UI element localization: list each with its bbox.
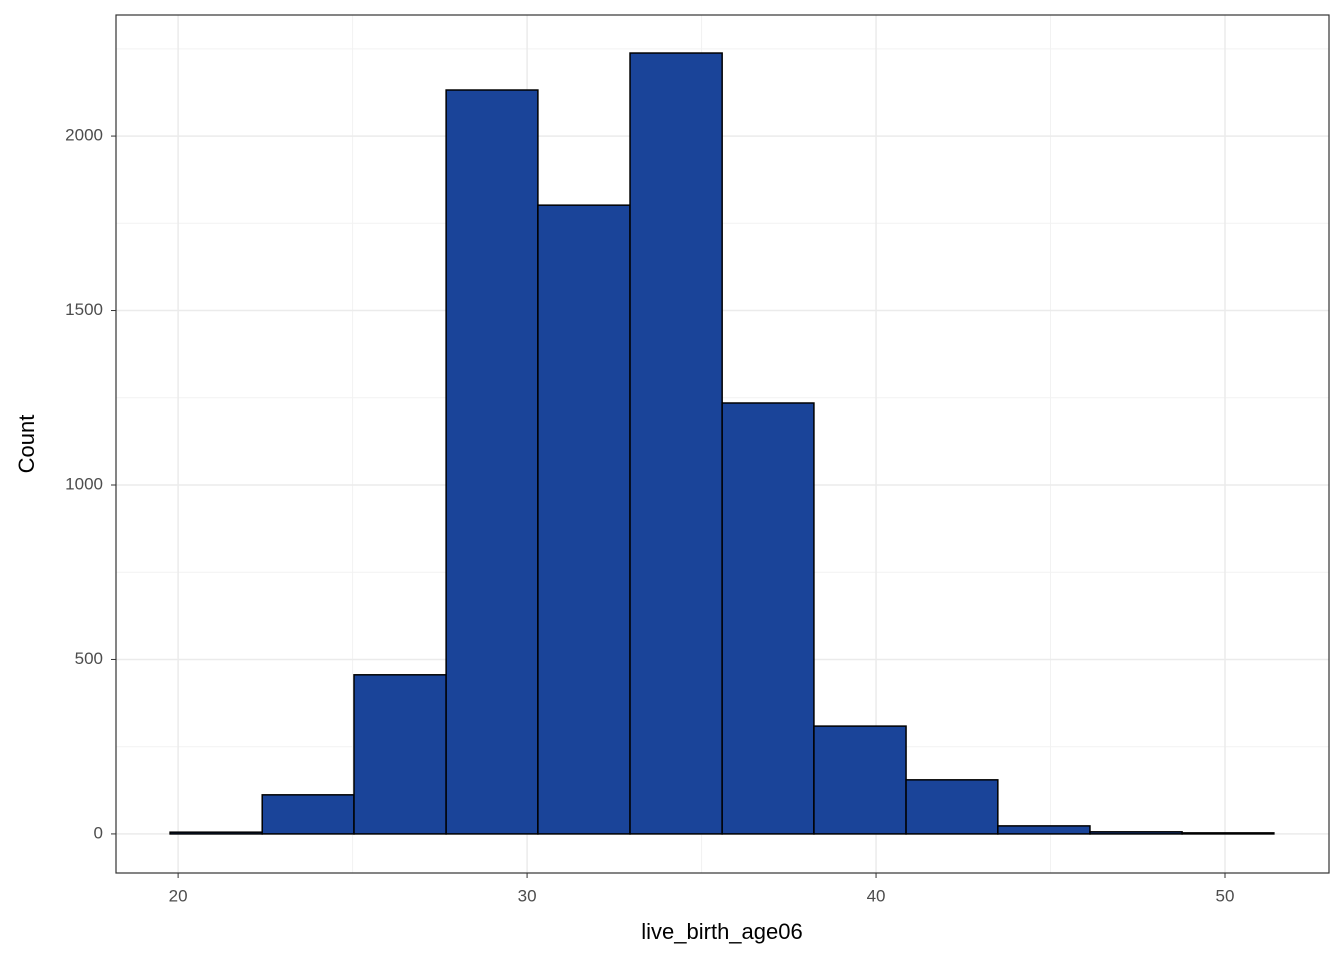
y-tick-label: 500 — [75, 649, 103, 668]
x-tick-label: 30 — [518, 886, 537, 905]
y-tick-label: 2000 — [65, 126, 103, 145]
x-tick-label: 50 — [1216, 886, 1235, 905]
x-axis-title: live_birth_age06 — [641, 919, 802, 944]
panel-border — [115, 14, 1330, 874]
bar — [813, 725, 907, 835]
x-tick-label: 40 — [867, 886, 886, 905]
bar — [1089, 831, 1183, 835]
bar — [261, 794, 355, 835]
y-tick-label: 1500 — [65, 300, 103, 319]
bar — [353, 674, 447, 835]
bar — [169, 831, 263, 835]
y-axis-title: Count — [14, 415, 39, 474]
bar — [445, 89, 539, 835]
bar — [537, 204, 631, 835]
x-tick-label: 20 — [169, 886, 188, 905]
y-tick-label: 1000 — [65, 474, 103, 493]
y-tick-label: 0 — [94, 823, 103, 842]
bar — [1181, 832, 1275, 835]
bar — [629, 52, 723, 835]
bar — [905, 779, 999, 835]
bar — [721, 402, 815, 835]
bar — [997, 825, 1091, 835]
